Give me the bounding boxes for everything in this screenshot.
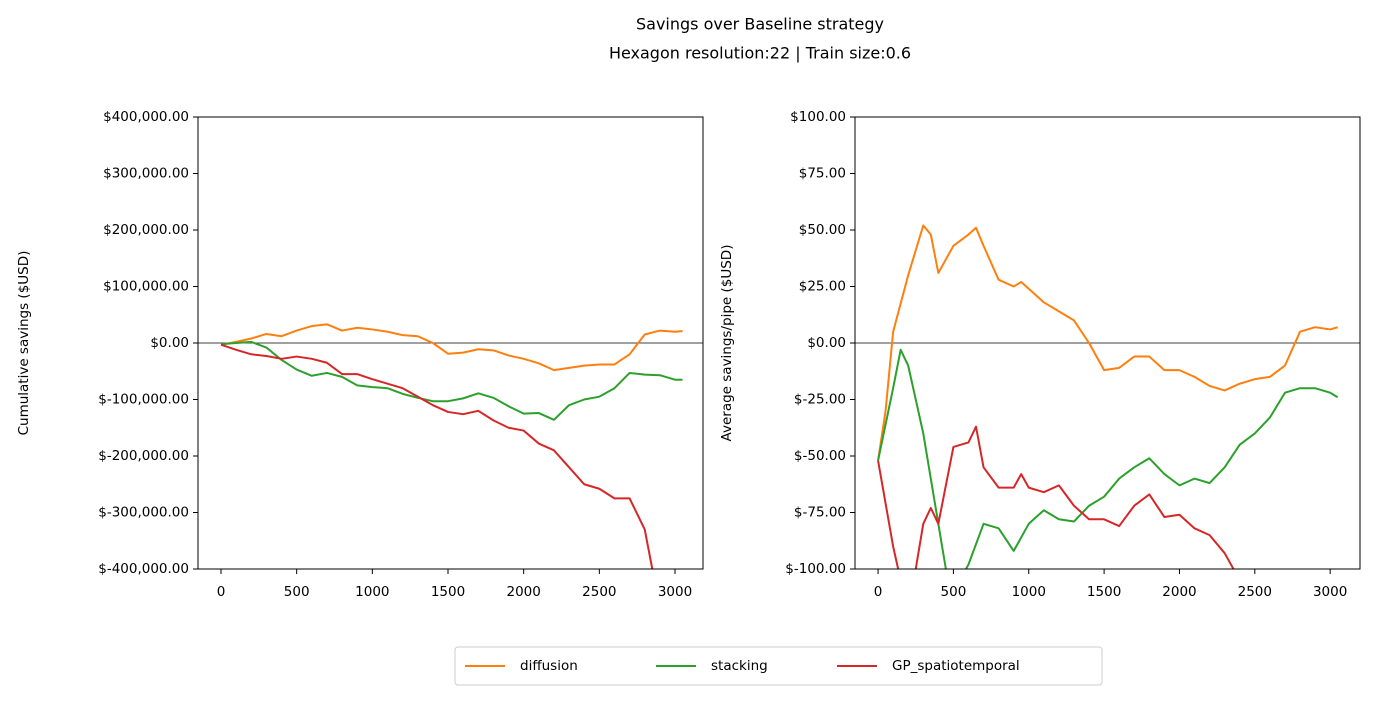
legend-label: stacking <box>711 658 768 674</box>
y-tick-label: $25.00 <box>799 279 846 295</box>
x-tick-label: 1000 <box>355 584 389 600</box>
y-tick-label: $200,000.00 <box>103 222 189 238</box>
y-tick-label: $-100,000.00 <box>98 392 189 408</box>
series-line <box>220 343 654 569</box>
x-tick-label: 2000 <box>1162 584 1196 600</box>
y-tick-label: $0.00 <box>150 335 189 351</box>
figure-subtitle: Hexagon resolution:22 | Train size:0.6 <box>609 44 911 63</box>
x-tick-label: 0 <box>874 584 883 600</box>
axes-frame <box>854 116 1361 570</box>
legend-box <box>454 646 1103 686</box>
legend-label: diffusion <box>520 658 578 674</box>
x-tick-label: 2500 <box>1238 584 1272 600</box>
x-tick-label: 0 <box>217 584 226 600</box>
x-tick-label: 1500 <box>431 584 465 600</box>
y-tick-label: $75.00 <box>799 166 846 182</box>
axes-frame <box>197 116 704 570</box>
y-tick-label: $400,000.00 <box>103 109 189 125</box>
x-tick-label: 500 <box>941 584 967 600</box>
series-line <box>220 323 683 372</box>
x-tick-label: 2000 <box>506 584 540 600</box>
plot-area <box>198 323 703 569</box>
y-tick-label: $50.00 <box>799 222 846 238</box>
series-line <box>877 425 1235 569</box>
x-tick-label: 1000 <box>1012 584 1046 600</box>
x-tick-label: 3000 <box>658 584 692 600</box>
legend-label: GP_spatiotemporal <box>892 658 1020 674</box>
y-tick-label: $300,000.00 <box>103 166 189 182</box>
y-tick-label: $-300,000.00 <box>98 505 189 521</box>
y-tick-label: $-400,000.00 <box>98 561 189 577</box>
x-tick-label: 2500 <box>582 584 616 600</box>
x-tick-label: 500 <box>284 584 310 600</box>
figure-title: Savings over Baseline strategy <box>636 15 884 34</box>
y-tick-label: $0.00 <box>807 335 846 351</box>
y-tick-label: $-75.00 <box>794 505 846 521</box>
x-tick-label: 1500 <box>1087 584 1121 600</box>
y-tick-label: $100.00 <box>790 109 846 125</box>
plot-area <box>855 224 1360 569</box>
y-tick-label: $-50.00 <box>794 448 846 464</box>
series-line <box>877 224 1338 461</box>
x-tick-label: 3000 <box>1313 584 1347 600</box>
series-line <box>877 348 1339 569</box>
y-tick-label: $-100.00 <box>785 561 846 577</box>
y-axis-label: Average savings/pipe ($USD) <box>719 245 735 442</box>
y-tick-label: $-25.00 <box>794 392 846 408</box>
y-axis-label: Cumulative savings ($USD) <box>16 251 32 436</box>
series-line <box>220 340 683 421</box>
y-tick-label: $-200,000.00 <box>98 448 189 464</box>
y-tick-label: $100,000.00 <box>103 279 189 295</box>
